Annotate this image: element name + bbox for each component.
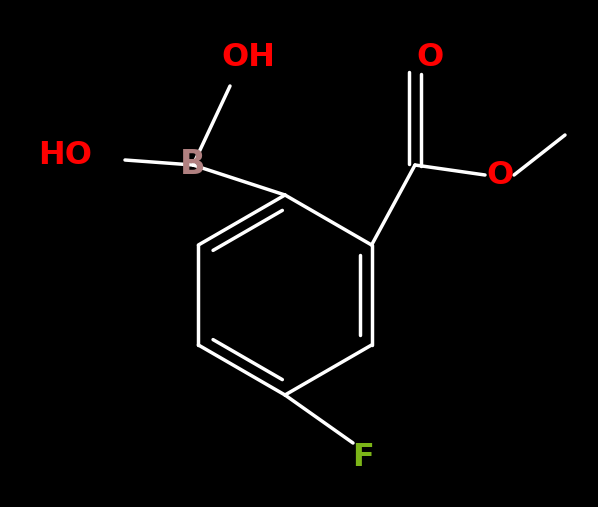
Text: OH: OH: [221, 43, 275, 74]
Text: O: O: [486, 160, 514, 191]
Text: O: O: [416, 43, 444, 74]
Text: HO: HO: [38, 139, 92, 170]
Text: F: F: [352, 443, 374, 474]
Text: B: B: [180, 149, 206, 182]
